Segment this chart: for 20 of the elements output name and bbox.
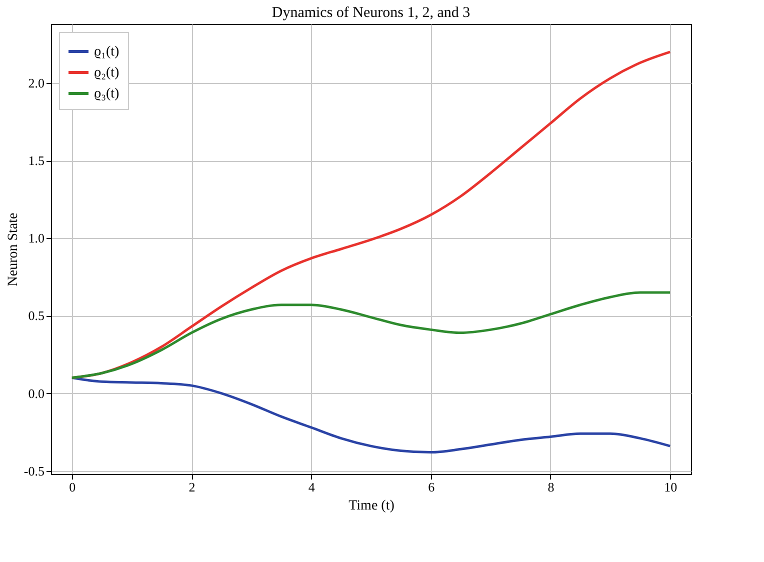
y-tick-label: 2.0: [28, 75, 44, 90]
legend-label: ϱ₂(t): [94, 66, 120, 80]
x-tick-label: 2: [188, 480, 196, 494]
x-tick-label: 10: [664, 480, 678, 494]
y-tick-label: -0.5: [24, 463, 44, 478]
legend-label: ϱ₁(t): [94, 44, 120, 60]
x-tick-label: 8: [548, 480, 554, 494]
line-series: [70, 376, 672, 454]
y-tick-label: 1.0: [28, 230, 44, 246]
x-tick-label: 0: [69, 480, 76, 494]
legend-label: ϱ₃(t): [94, 86, 120, 102]
y-tick-label: 0.5: [28, 308, 44, 324]
x-tick-label: 6: [428, 480, 436, 494]
y-tick-label: 1.5: [28, 153, 44, 168]
line-series: [70, 291, 672, 380]
x-tick-label: 4: [308, 480, 316, 494]
chart-title: Dynamics of Neurons 1, 2, and 3: [272, 5, 470, 21]
y-axis-title: Neuron State: [6, 212, 21, 286]
x-axis-title: Time (t): [348, 498, 395, 514]
y-tick-label: 0.0: [28, 386, 44, 401]
